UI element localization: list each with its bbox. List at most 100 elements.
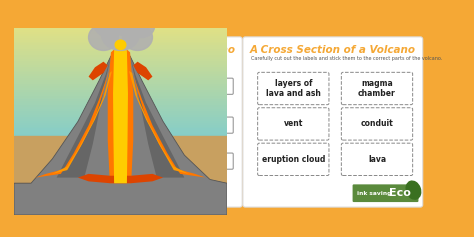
FancyBboxPatch shape xyxy=(258,108,329,140)
Bar xyxy=(14,117,227,119)
Circle shape xyxy=(71,186,79,193)
Polygon shape xyxy=(130,56,184,178)
Bar xyxy=(14,142,227,144)
Bar xyxy=(14,41,227,43)
Circle shape xyxy=(100,0,124,8)
Bar xyxy=(14,78,227,80)
Bar xyxy=(14,30,227,32)
Bar xyxy=(14,59,227,61)
Bar xyxy=(14,107,227,109)
Text: Carefully cut out the labels and stick them to the correct parts of the volcano.: Carefully cut out the labels and stick t… xyxy=(251,56,443,61)
FancyBboxPatch shape xyxy=(243,37,423,207)
Bar xyxy=(14,123,227,125)
Bar xyxy=(14,190,227,197)
FancyBboxPatch shape xyxy=(191,117,233,133)
Bar xyxy=(14,138,227,140)
Bar xyxy=(14,101,227,103)
Bar xyxy=(14,76,227,78)
Bar xyxy=(14,40,227,41)
Bar xyxy=(14,109,227,111)
Circle shape xyxy=(123,24,153,50)
Bar xyxy=(14,140,227,142)
Text: vent: vent xyxy=(283,119,303,128)
Text: A Cross Section of a Volcano: A Cross Section of a Volcano xyxy=(250,45,416,55)
FancyBboxPatch shape xyxy=(353,184,419,202)
Polygon shape xyxy=(35,69,110,178)
Bar xyxy=(14,105,227,107)
Bar xyxy=(14,134,227,136)
Polygon shape xyxy=(108,48,133,183)
Text: layers of
lava and ash: layers of lava and ash xyxy=(266,79,321,98)
Circle shape xyxy=(89,24,118,50)
Bar xyxy=(14,51,227,53)
Bar xyxy=(14,82,227,84)
Bar xyxy=(14,137,227,215)
Bar xyxy=(14,115,227,117)
Polygon shape xyxy=(113,47,128,183)
FancyBboxPatch shape xyxy=(63,37,242,207)
Bar xyxy=(14,63,227,65)
Bar xyxy=(14,74,227,76)
Text: magma
chamber: magma chamber xyxy=(358,79,396,98)
Bar xyxy=(14,125,227,127)
Circle shape xyxy=(101,17,140,50)
Bar xyxy=(14,98,227,100)
Bar xyxy=(14,206,227,215)
FancyBboxPatch shape xyxy=(72,163,115,181)
Polygon shape xyxy=(56,56,111,178)
FancyBboxPatch shape xyxy=(72,130,115,148)
Text: eruption cloud: eruption cloud xyxy=(262,155,325,164)
Bar xyxy=(14,121,227,123)
Bar xyxy=(14,67,227,68)
Bar xyxy=(14,103,227,105)
Circle shape xyxy=(115,40,126,50)
FancyBboxPatch shape xyxy=(341,72,413,105)
Polygon shape xyxy=(14,52,227,215)
Bar xyxy=(14,53,227,55)
Bar xyxy=(14,86,227,88)
Bar xyxy=(14,100,227,101)
FancyBboxPatch shape xyxy=(191,78,233,94)
Bar xyxy=(14,130,227,132)
Bar xyxy=(14,57,227,59)
Circle shape xyxy=(129,15,155,37)
Circle shape xyxy=(99,0,125,22)
Polygon shape xyxy=(133,62,153,80)
Text: conduit: conduit xyxy=(361,119,393,128)
Bar xyxy=(14,47,227,49)
Bar xyxy=(14,96,227,98)
Bar xyxy=(14,94,227,96)
Bar xyxy=(14,92,227,94)
Bar xyxy=(14,38,227,40)
Circle shape xyxy=(94,12,121,36)
Circle shape xyxy=(112,0,142,21)
Bar xyxy=(14,197,227,206)
Bar xyxy=(14,43,227,46)
Bar xyxy=(14,32,227,34)
FancyBboxPatch shape xyxy=(72,94,115,112)
Bar xyxy=(14,55,227,57)
Text: lava: lava xyxy=(368,155,386,164)
Bar xyxy=(14,88,227,90)
Ellipse shape xyxy=(406,181,421,199)
Bar xyxy=(14,119,227,121)
Bar xyxy=(14,71,227,73)
Bar xyxy=(14,28,227,30)
Bar xyxy=(14,84,227,86)
Polygon shape xyxy=(129,71,189,174)
Bar xyxy=(14,132,227,134)
Bar xyxy=(14,128,227,130)
Polygon shape xyxy=(132,69,206,178)
Bar xyxy=(14,34,227,36)
Bar xyxy=(14,68,227,71)
Bar xyxy=(14,73,227,74)
Bar xyxy=(14,36,227,38)
Text: Eco: Eco xyxy=(389,188,411,198)
FancyBboxPatch shape xyxy=(258,143,329,176)
FancyBboxPatch shape xyxy=(341,143,413,176)
Bar xyxy=(14,113,227,115)
FancyBboxPatch shape xyxy=(341,108,413,140)
Bar xyxy=(14,46,227,47)
Bar xyxy=(14,111,227,113)
Bar xyxy=(14,127,227,128)
